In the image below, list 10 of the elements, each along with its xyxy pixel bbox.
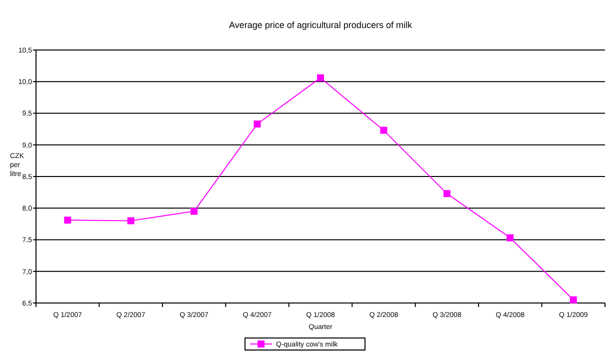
point	[443, 190, 450, 198]
point	[127, 217, 134, 224]
point	[254, 120, 261, 128]
chart-title: Average price of agricultural producers of milk	[229, 20, 412, 30]
point	[190, 208, 198, 215]
point	[506, 234, 514, 242]
point	[380, 126, 388, 134]
point	[64, 216, 72, 224]
point	[570, 296, 577, 304]
point	[317, 74, 324, 82]
